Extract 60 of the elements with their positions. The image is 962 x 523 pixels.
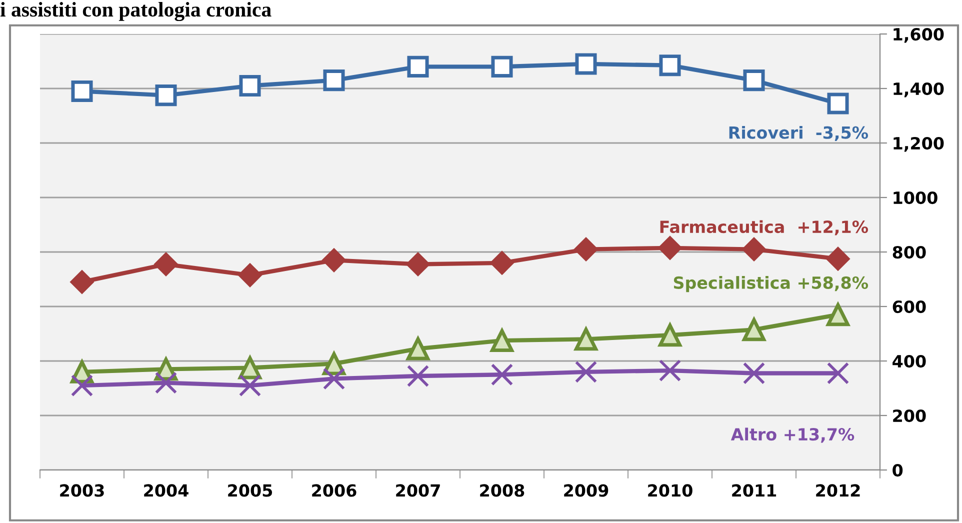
point bbox=[490, 251, 514, 274]
text: Altro +13,7% bbox=[730, 428, 854, 443]
point bbox=[743, 70, 765, 92]
x-tick-label: 2009 bbox=[564, 484, 608, 497]
y-tick-label: 0 bbox=[892, 464, 903, 477]
y-tick-label: 400 bbox=[892, 354, 926, 368]
point bbox=[407, 56, 429, 78]
x-tick-label: 2008 bbox=[480, 484, 524, 497]
point bbox=[322, 368, 346, 390]
series-label: Ricoveri -3,5% bbox=[729, 126, 868, 142]
point bbox=[658, 324, 682, 347]
x-tick-label: 2004 bbox=[144, 484, 188, 497]
point bbox=[239, 75, 261, 97]
point bbox=[238, 356, 262, 380]
point bbox=[154, 372, 178, 394]
point bbox=[574, 238, 598, 261]
point bbox=[406, 252, 430, 276]
x-tick-label: 2005 bbox=[228, 484, 272, 497]
point bbox=[406, 337, 430, 360]
point bbox=[490, 364, 514, 386]
chart-title: i assistiti con patologia cronica bbox=[0, 2, 272, 22]
point bbox=[658, 236, 682, 260]
point bbox=[574, 328, 598, 351]
x-tick-label: 2010 bbox=[648, 484, 692, 497]
x-tick-label: 2012 bbox=[816, 484, 860, 497]
point bbox=[154, 252, 178, 276]
point bbox=[826, 362, 850, 384]
point bbox=[491, 56, 513, 78]
point bbox=[238, 374, 262, 397]
y-tick-label: 1,200 bbox=[894, 136, 944, 152]
x-tick-label: 2003 bbox=[60, 484, 104, 497]
point bbox=[70, 374, 94, 397]
y-tick-label: 1,400 bbox=[894, 82, 944, 98]
point bbox=[575, 53, 597, 75]
series-label: Farmaceutica +12,1% bbox=[660, 220, 868, 236]
point bbox=[323, 70, 345, 92]
y-tick-label: 1,600 bbox=[894, 28, 944, 43]
x-tick-label: 2007 bbox=[396, 484, 440, 497]
point bbox=[574, 360, 598, 384]
point bbox=[322, 248, 346, 272]
point bbox=[827, 92, 849, 114]
point bbox=[742, 318, 766, 342]
y-tick-label: 200 bbox=[893, 409, 926, 422]
point bbox=[658, 359, 682, 382]
point bbox=[742, 362, 766, 384]
point bbox=[71, 80, 93, 102]
x-tick-label: 2011 bbox=[732, 484, 776, 497]
series-label: Specialistica +58,8% bbox=[674, 276, 868, 292]
y-tick-label: 800 bbox=[892, 246, 926, 259]
point bbox=[406, 364, 430, 388]
point bbox=[826, 247, 850, 270]
point bbox=[70, 270, 94, 294]
y-tick-label: 600 bbox=[892, 300, 926, 314]
x-tick-label: 2006 bbox=[312, 484, 356, 497]
point bbox=[238, 264, 262, 287]
point bbox=[155, 84, 177, 106]
point bbox=[826, 303, 850, 326]
point bbox=[659, 54, 681, 76]
y-tick-label: 1000 bbox=[894, 191, 938, 204]
point bbox=[742, 238, 766, 261]
